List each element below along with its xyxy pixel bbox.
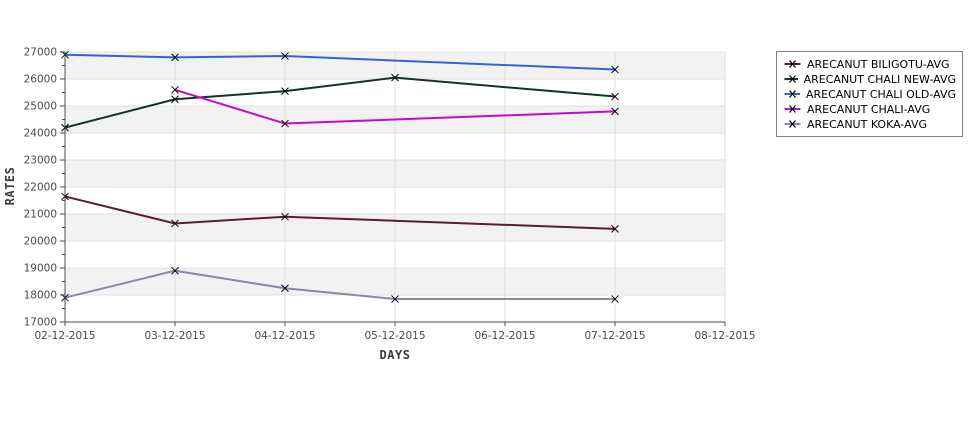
svg-text:04-12-2015: 04-12-2015 [254,330,315,342]
legend-item-4: ARECANUT CHALI-AVG [784,102,956,116]
svg-text:26000: 26000 [24,74,57,86]
x-axis-title: DAYS [379,348,411,362]
x-tick-labels: 02-12-2015 03-12-2015 04-12-2015 05-12-2015… [34,330,755,342]
svg-text:06-12-2015: 06-12-2015 [474,330,535,342]
svg-text:17000: 17000 [24,317,57,329]
svg-text:22000: 22000 [24,182,57,194]
legend-item-1: ARECANUT BILIGOTU-AVG [784,57,956,71]
svg-text:21000: 21000 [24,209,57,221]
svg-text:08-12-2015: 08-12-2015 [694,330,755,342]
legend-label: ARECANUT BILIGOTU-AVG [807,57,950,71]
legend-item-5: ARECANUT KOKA-AVG [784,117,956,131]
svg-text:19000: 19000 [24,263,57,275]
legend-label: ARECANUT CHALI OLD-AVG [805,87,956,101]
svg-text:25000: 25000 [24,101,57,113]
svg-text:24000: 24000 [24,128,57,140]
legend-label: ARECANUT KOKA-AVG [807,117,927,131]
legend-line-marker-icon [784,90,800,98]
legend-line-marker-icon [784,60,801,68]
legend-item-2: ARECANUT CHALI NEW-AVG [784,72,956,86]
legend-line-marker-icon [784,105,801,113]
svg-text:18000: 18000 [24,290,57,302]
axes [60,51,726,326]
series-arecanut-chali-avg [171,85,619,128]
svg-text:27000: 27000 [24,47,57,59]
svg-text:07-12-2015: 07-12-2015 [584,330,645,342]
legend-line-marker-icon [784,120,801,128]
legend-line-marker-icon [784,75,798,83]
chart-legend: ARECANUT BILIGOTU-AVG ARECANUT CHALI NEW-… [776,51,963,137]
series-arecanut-chali-new-avg [61,73,619,132]
y-axis-title: RATES [3,166,17,206]
svg-text:03-12-2015: 03-12-2015 [144,330,205,342]
legend-item-3: ARECANUT CHALI OLD-AVG [784,87,956,101]
legend-label: ARECANUT CHALI-AVG [807,102,931,116]
svg-text:23000: 23000 [24,155,57,167]
y-tick-labels: 17000 18000 19000 20000 21000 22000 23000 24000… [24,47,57,329]
svg-text:05-12-2015: 05-12-2015 [364,330,425,342]
svg-text:20000: 20000 [24,236,57,248]
svg-text:02-12-2015: 02-12-2015 [34,330,95,342]
gridlines [65,51,726,322]
legend-label: ARECANUT CHALI NEW-AVG [803,72,956,86]
